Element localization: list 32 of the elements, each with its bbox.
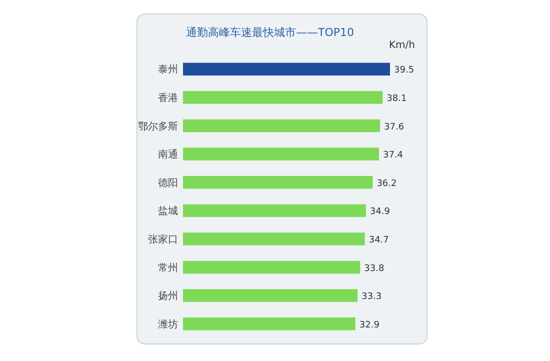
bar xyxy=(183,176,373,189)
bar xyxy=(183,62,390,76)
y-tick-label: 潍坊 xyxy=(158,318,178,330)
data-label: 37.4 xyxy=(382,150,404,161)
y-tick-label: 张家口 xyxy=(148,233,178,246)
y-tick-label: 泰州 xyxy=(158,64,178,76)
y-tick-label: 扬州 xyxy=(158,290,178,302)
y-tick-label: 南通 xyxy=(158,148,178,161)
text: Km/h xyxy=(388,40,415,51)
bar xyxy=(183,148,379,160)
data-label: 39.5 xyxy=(394,66,414,76)
bar xyxy=(183,317,356,330)
data-label: 34.7 xyxy=(368,235,389,246)
y-tick-label: 常州 xyxy=(158,262,178,274)
y-tick-label: 鄂尔多斯 xyxy=(138,120,178,132)
data-label: 33.8 xyxy=(364,264,384,274)
y-tick-label: 德阳 xyxy=(158,178,178,189)
data-label: 36.2 xyxy=(376,178,397,189)
y-tick-label: 香港 xyxy=(158,92,178,104)
bar xyxy=(183,119,380,132)
bar xyxy=(183,91,383,104)
data-label: 38.1 xyxy=(386,94,407,104)
bar xyxy=(183,232,365,246)
bar xyxy=(183,204,366,218)
bar xyxy=(183,289,358,302)
data-label: 37.6 xyxy=(384,122,404,132)
y-tick-label: 盐城 xyxy=(158,205,178,218)
data-label: 34.9 xyxy=(370,207,390,218)
chart-title: 通勤高峰车速最快城市——TOP10 xyxy=(186,26,354,39)
bar xyxy=(183,260,360,274)
data-label: 33.3 xyxy=(362,292,382,302)
data-label: 32.9 xyxy=(359,320,380,330)
